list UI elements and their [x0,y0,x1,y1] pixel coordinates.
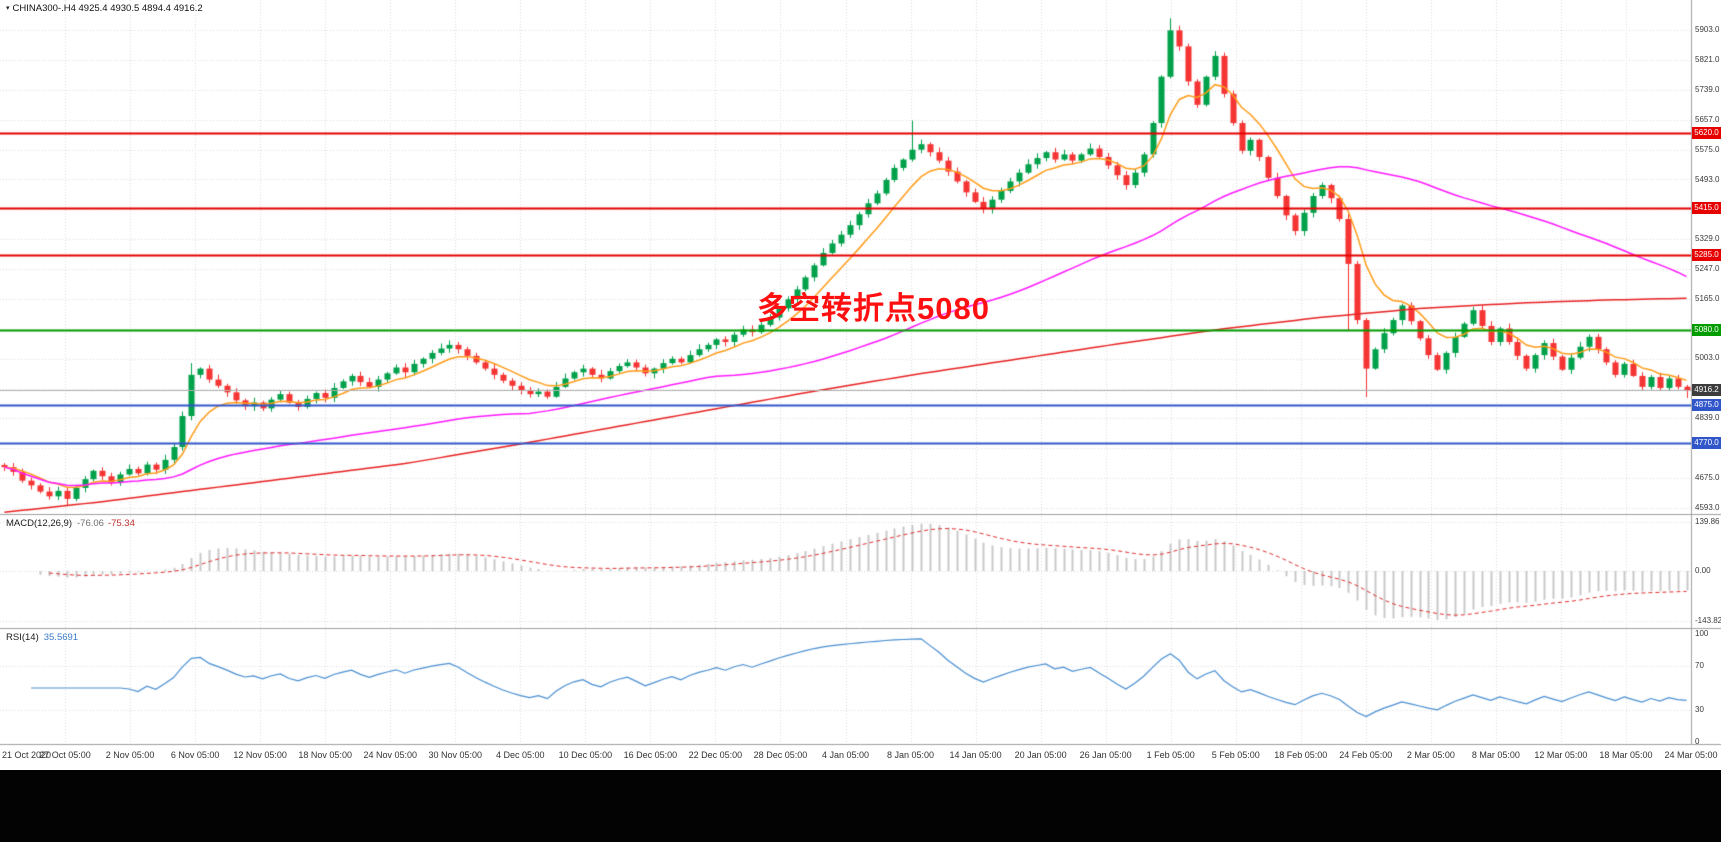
dropdown-arrow-icon: ▾ [6,5,10,12]
symbol-ohlc-title: CHINA300-.H4 4925.4 4930.5 4894.4 4916.2 [12,3,203,14]
level-price-box[interactable]: 5285.0 [1692,249,1721,262]
rsi-label: RSI(14) 35.5691 [6,632,78,643]
rsi-value: 35.5691 [43,632,79,643]
macd-value-signal: -75.34 [107,518,135,529]
rsi-name: RSI(14) [6,632,39,643]
level-price-box[interactable]: 4875.0 [1692,399,1721,412]
level-price-box[interactable]: 4770.0 [1692,437,1721,450]
macd-label: MACD(12,26,9) -76.06 -75.34 [6,518,135,529]
time-scale[interactable] [0,744,1691,768]
macd-value-main: -76.06 [77,518,104,529]
level-price-box[interactable]: 5620.0 [1692,127,1721,140]
macd-name: MACD(12,26,9) [6,518,72,529]
current-price-box: 4916.2 [1692,384,1721,397]
annotation-text: 多空转折点5080 [757,291,990,326]
chart-title: ▾ CHINA300-.H4 4925.4 4930.5 4894.4 4916.… [6,3,203,14]
level-price-box[interactable]: 5080.0 [1692,324,1721,337]
level-price-box[interactable]: 5415.0 [1692,202,1721,215]
bottom-black-bar [0,770,1721,842]
price-scale[interactable] [1691,0,1721,744]
chart-canvas[interactable] [0,0,1721,770]
